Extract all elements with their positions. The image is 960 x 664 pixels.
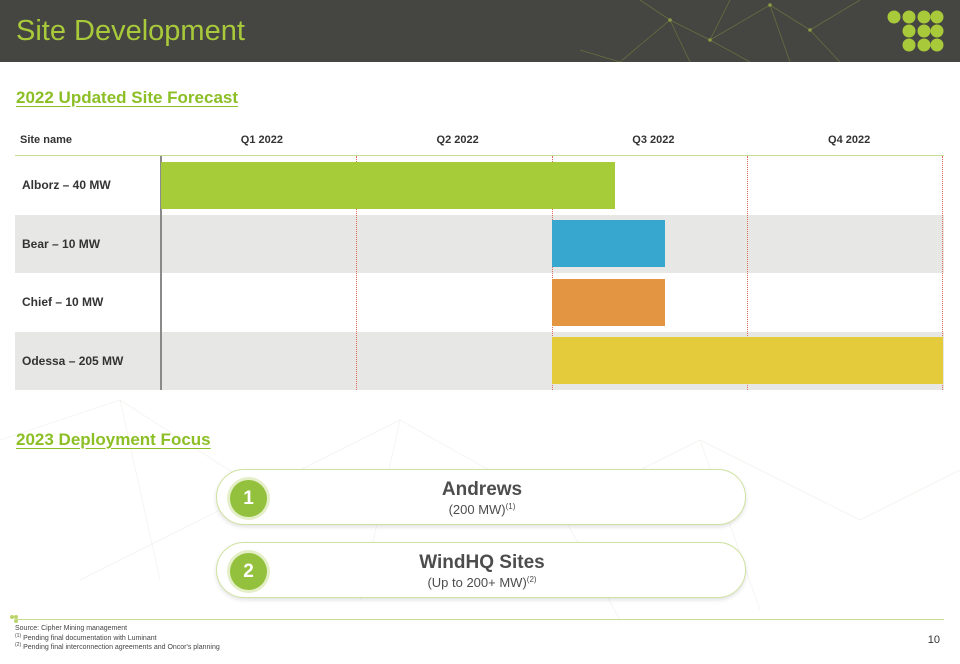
gantt-bar: [552, 220, 666, 268]
quarter-header-q4: Q4 2022: [828, 134, 871, 146]
company-logo-dots: [887, 10, 944, 52]
deployment-item-andrews: 1 Andrews (200 MW)(1): [216, 469, 746, 525]
gantt-bar: [552, 278, 666, 326]
gantt-row: Chief – 10 MW: [15, 273, 944, 332]
site-label: Chief – 10 MW: [22, 295, 104, 309]
header-bar: Site Development: [0, 0, 960, 62]
item-number-badge: 1: [230, 480, 267, 517]
deployment-item-windhq: 2 WindHQ Sites (Up to 200+ MW)(2): [216, 542, 746, 598]
quarter-divider: [356, 156, 357, 390]
quarter-divider: [942, 156, 943, 390]
site-label: Bear – 10 MW: [22, 236, 101, 251]
gantt-header: Site name Q1 2022 Q2 2022 Q3 2022 Q4 202…: [15, 128, 944, 156]
quarter-header-q1: Q1 2022: [240, 134, 283, 146]
item-title: Andrews: [441, 479, 523, 500]
quarter-divider: [747, 156, 748, 390]
footnote-ref: (2): [526, 575, 537, 584]
network-pattern-graphic: [579, 0, 861, 62]
site-label: Odessa – 205 MW: [22, 353, 124, 368]
site-label: Alborz – 40 MW: [22, 178, 111, 192]
item-subtitle: (200 MW)(1): [448, 502, 516, 517]
quarter-header-q3: Q3 2022: [632, 134, 675, 146]
page-title: Site Development: [16, 15, 245, 47]
gantt-bar: [161, 161, 615, 209]
item-number-badge: 2: [230, 553, 267, 590]
quarter-divider: [552, 156, 553, 390]
item-subtitle: (Up to 200+ MW)(2): [427, 575, 537, 590]
forecast-section-title: 2022 Updated Site Forecast: [16, 88, 239, 107]
footnote-ref: (1): [505, 502, 516, 511]
deployment-section-title: 2023 Deployment Focus: [16, 430, 211, 449]
footer-source: Source: Cipher Mining management: [15, 625, 128, 632]
site-name-header: Site name: [20, 134, 72, 146]
quarter-header-q2: Q2 2022: [436, 134, 479, 146]
gantt-axis-line: [160, 156, 162, 390]
footer-logo-icon: [10, 615, 18, 623]
page-number: 10: [927, 634, 940, 646]
item-title: WindHQ Sites: [419, 552, 545, 573]
gantt-body: Alborz – 40 MW Bear – 10 MW Chief – 10 M…: [15, 156, 944, 390]
footer-note-2: (2) Pending final interconnection agreem…: [15, 642, 220, 651]
footer-divider: [15, 619, 944, 620]
site-forecast-gantt: Site name Q1 2022 Q2 2022 Q3 2022 Q4 202…: [15, 128, 944, 390]
gantt-bar: [552, 337, 943, 385]
gantt-row: Alborz – 40 MW: [15, 156, 944, 215]
gantt-row: Bear – 10 MW: [15, 214, 944, 273]
footer-note-1: (1) Pending final documentation with Lum…: [15, 633, 157, 642]
